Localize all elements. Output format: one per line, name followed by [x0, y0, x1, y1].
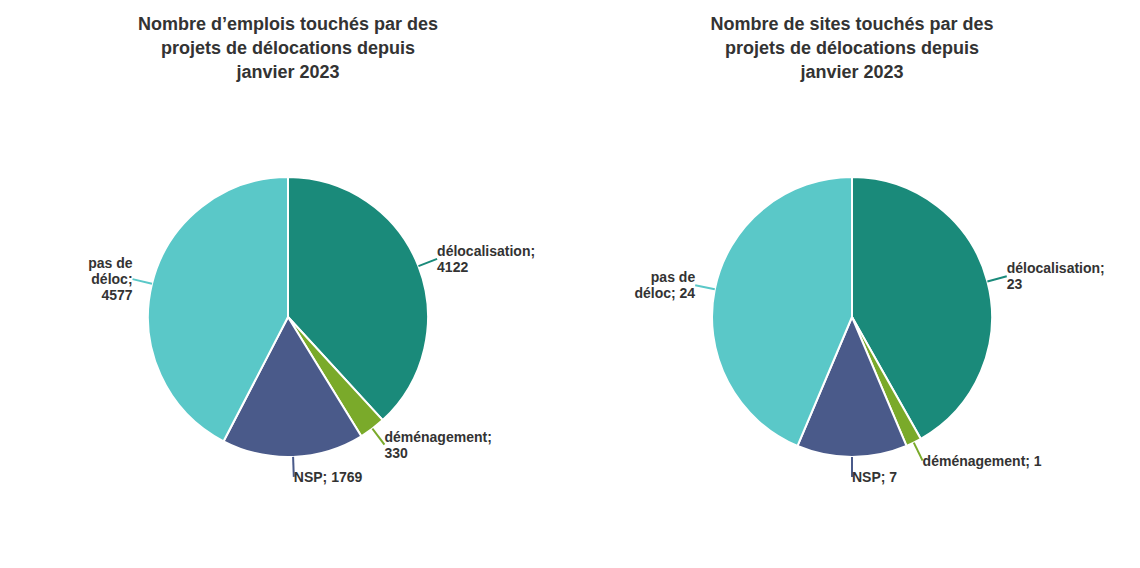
- svg-text:NSP; 7: NSP; 7: [852, 469, 897, 485]
- svg-text:déménagement;330: déménagement;330: [384, 429, 491, 461]
- svg-text:déménagement; 1: déménagement; 1: [923, 453, 1042, 469]
- svg-text:délocalisation;23: délocalisation;23: [1007, 260, 1105, 292]
- svg-text:pas dedéloc; 24: pas dedéloc; 24: [634, 269, 695, 301]
- html-text:projets de délocations depuis: projets de délocations depuis: [161, 38, 415, 58]
- html-text:janvier 2023: janvier 2023: [236, 62, 340, 82]
- svg-text:délocalisation;4122: délocalisation;4122: [437, 243, 535, 275]
- svg-text:NSP; 1769: NSP; 1769: [294, 469, 363, 485]
- svg-text:pas dedéloc;4577: pas dedéloc;4577: [88, 255, 133, 303]
- html-text:janvier 2023: janvier 2023: [800, 62, 904, 82]
- html-text:Nombre de sites touchés par de: Nombre de sites touchés par des: [710, 14, 994, 34]
- html-text:Nombre d’emplois touchés par d: Nombre d’emplois touchés par des: [138, 14, 438, 34]
- html-text:projets de délocations depuis: projets de délocations depuis: [725, 38, 979, 58]
